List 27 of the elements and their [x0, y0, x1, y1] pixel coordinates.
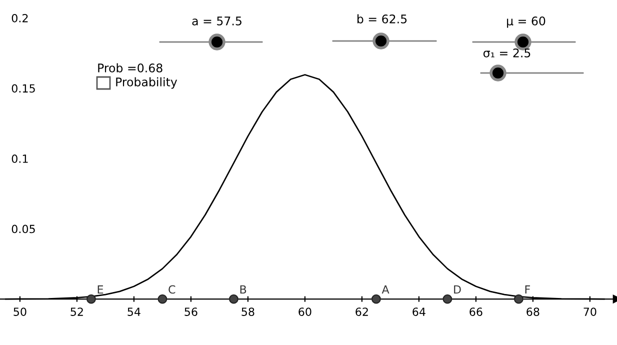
annotation: μ = 60: [507, 16, 546, 28]
x-tick-label: 52: [70, 308, 83, 316]
x-tick-label: 56: [184, 308, 198, 316]
annotation: D: [454, 285, 461, 294]
x-tick-label: 50: [14, 308, 26, 316]
y-tick-label: 0.1: [12, 154, 28, 163]
annotation: Probability: [116, 77, 178, 89]
annotation: E: [98, 285, 104, 294]
x-tick-label: 64: [412, 308, 426, 316]
x-tick-label: 54: [128, 308, 140, 316]
annotation: a = 57.5: [192, 16, 242, 26]
annotation: b = 62.5: [357, 14, 407, 24]
annotation: A: [382, 285, 390, 294]
annotation: F: [525, 285, 530, 294]
x-tick-label: 60: [298, 308, 312, 316]
y-tick-label: 0.2: [12, 14, 28, 22]
annotation: Prob =0.68: [98, 63, 162, 72]
x-tick-label: 68: [526, 308, 540, 316]
x-tick-label: 70: [584, 308, 596, 316]
x-tick-label: 62: [356, 308, 368, 316]
annotation: B: [240, 285, 246, 294]
x-tick-label: 66: [470, 308, 482, 316]
annotation: σ₁ = 2.5: [483, 48, 530, 58]
annotation: C: [168, 285, 176, 294]
x-tick-label: 58: [242, 308, 254, 316]
y-tick-label: 0.05: [12, 224, 35, 234]
y-tick-label: 0.15: [12, 84, 35, 93]
